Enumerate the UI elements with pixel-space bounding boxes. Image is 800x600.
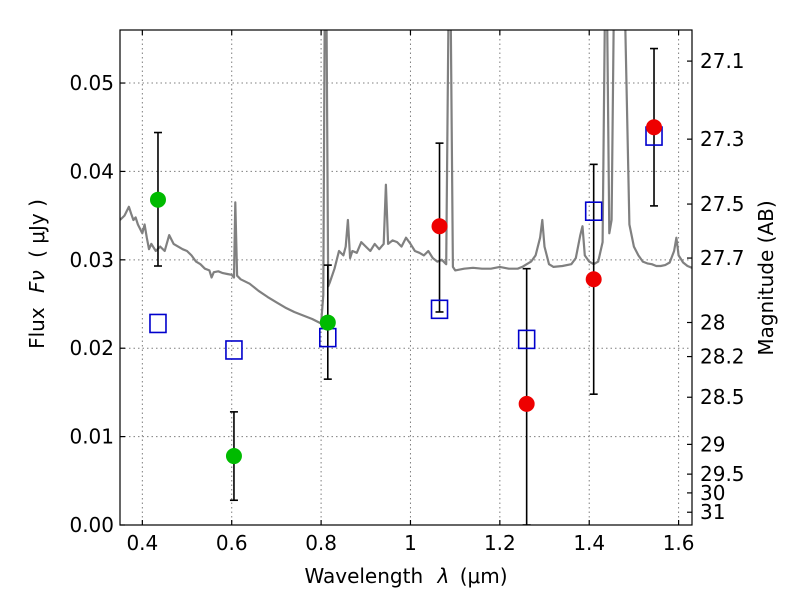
model-square [225,340,243,360]
plot-frame [119,29,693,526]
y-axis-label: Flux Fν ( μJy ) [25,199,49,349]
y-tick-label: 0.04 [69,159,114,183]
y2-tick-label: 28 [700,311,725,335]
x-tick-label: 0.4 [126,531,158,555]
x-tick-label: 1.2 [484,531,516,555]
y-axis-label-unit: ( μJy ) [25,199,49,258]
data-point [518,395,535,412]
y-tick-label: 0.03 [69,248,114,272]
x-axis-label-text: Wavelength [304,564,423,588]
model-square [430,299,449,320]
data-point [149,191,166,208]
data-point [431,218,448,235]
model-square [584,201,603,222]
spectrum-line [120,30,692,325]
model-square [149,313,167,334]
x-axis-label-unit: (μm) [460,564,508,588]
model-square [517,329,536,350]
y-tick-label: 0.05 [69,71,114,95]
y2-tick-label: 28.2 [700,345,745,369]
y2-tick-label: 29.5 [700,462,745,486]
y2-tick-label: 28.5 [700,385,745,409]
y-tick-label: 0.01 [69,425,114,449]
x-tick-label: 1 [404,531,417,555]
data-point [319,314,336,331]
x-axis-label-symbol: λ [437,564,450,588]
data-point [646,119,663,136]
x-tick-label: 0.6 [216,531,248,555]
plot-area [120,30,692,525]
y2-tick-label: 27.3 [700,127,745,151]
data-point [225,448,242,465]
x-axis-label: Wavelength λ (μm) [304,564,507,588]
data-point [585,271,602,288]
y2-tick-label: 27.1 [700,49,745,73]
y2-tick-label: 27.5 [700,192,745,216]
grid [120,30,692,526]
y2-tick-label: 29 [700,432,725,456]
axes: 0.4 0.6 0.8 1 1.2 1.4 1.6 0.00 0.01 0.02 0.03 0.04 0… [69,29,745,555]
y-tick-label: 0.02 [69,336,114,360]
y2-tick-label: 27.7 [700,246,745,270]
y2-tick-label: 31 [700,500,725,524]
y-axis-label-symbol: Fν [25,270,49,293]
x-tick-label: 1.6 [663,531,695,555]
x-tick-label: 0.8 [305,531,337,555]
x-tick-label: 1.4 [573,531,605,555]
y2-tick-label: 30 [700,481,725,505]
y2-axis-label: Magnitude (AB) [754,200,778,355]
y-tick-label: 0.00 [69,513,114,537]
y-axis-label-text: Flux [25,307,49,349]
